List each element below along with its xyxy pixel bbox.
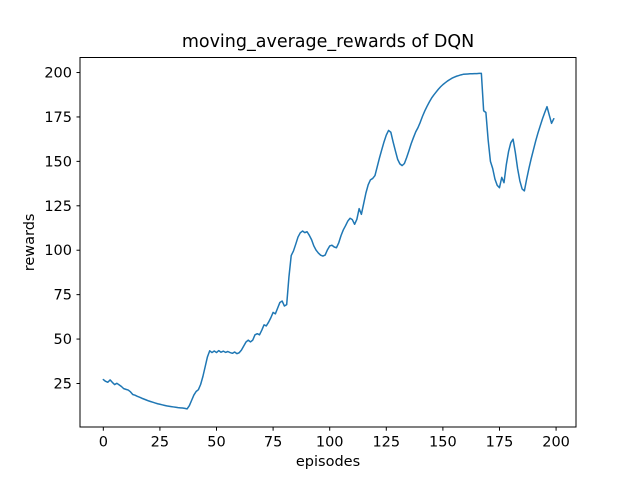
y-axis-ticks: 25 50 75 100 125 150 175 200	[44, 66, 80, 392]
x-tick-label: 0	[99, 435, 108, 451]
x-tick-label: 25	[151, 435, 169, 451]
series-group	[102, 72, 555, 410]
axes-frame	[79, 57, 577, 428]
y-tick-label: 125	[44, 199, 72, 215]
x-tick-label: 100	[316, 435, 344, 451]
x-tick-label: 50	[207, 435, 225, 451]
y-tick-label: 175	[44, 110, 72, 126]
y-tick-label: 25	[54, 376, 72, 392]
chart-title: moving_average_rewards of DQN	[182, 32, 474, 52]
y-tick-label: 75	[54, 288, 72, 304]
x-tick-label: 75	[264, 435, 282, 451]
y-tick-label: 150	[44, 154, 72, 170]
x-axis-ticks: 0 25 50 75 100 125 150 175 200	[99, 427, 570, 451]
y-tick-label: 200	[44, 66, 72, 82]
x-tick-label: 125	[372, 435, 400, 451]
y-tick-label: 100	[44, 243, 72, 259]
y-axis-label: rewards	[22, 214, 38, 272]
x-tick-label: 150	[429, 435, 457, 451]
x-tick-label: 175	[486, 435, 514, 451]
x-axis-label: episodes	[296, 454, 360, 470]
reward-line	[102, 72, 555, 410]
x-tick-label: 200	[542, 435, 570, 451]
y-tick-label: 50	[54, 332, 72, 348]
